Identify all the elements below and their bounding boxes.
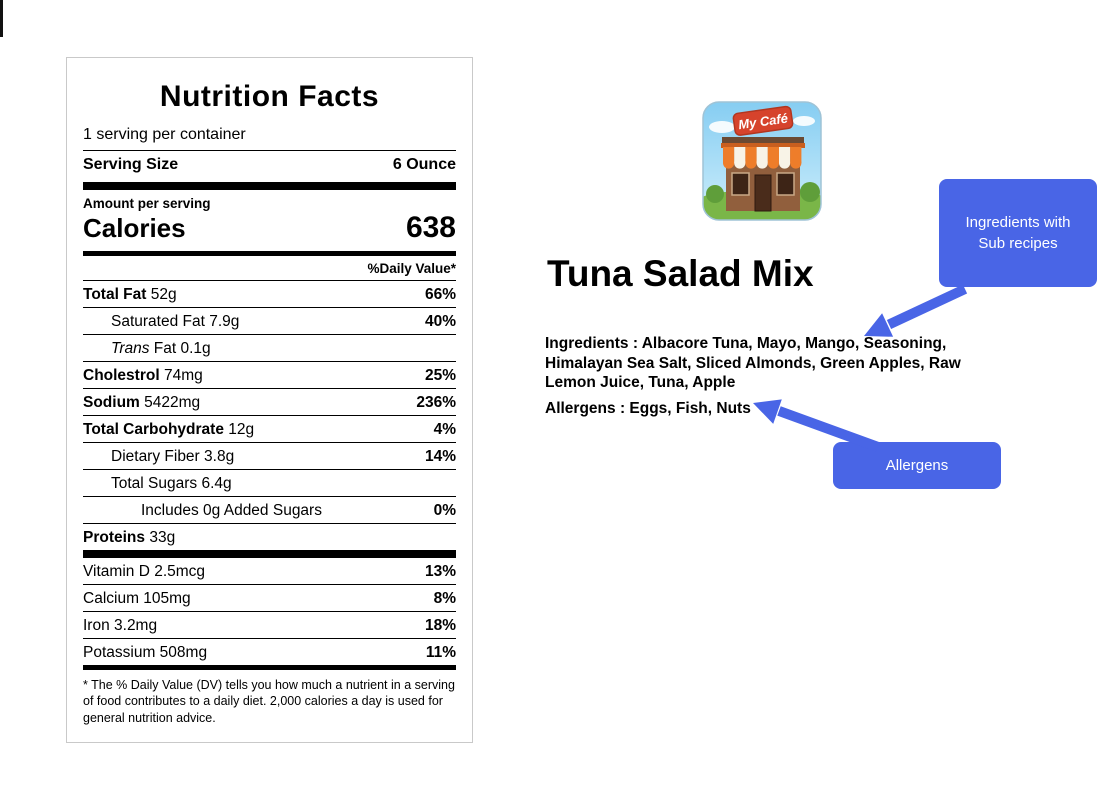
footnote: * The % Daily Value (DV) tells you how m… <box>83 665 456 726</box>
nutrient-row: Iron 3.2mg 18% <box>83 611 456 638</box>
bush-icon <box>800 182 820 202</box>
nutrient-name: Calcium 105mg <box>83 589 191 607</box>
nutrient-name: Saturated Fat 7.9g <box>111 312 240 330</box>
nutrient-name: Cholestrol 74mg <box>83 366 203 384</box>
nutrient-name: Includes 0g Added Sugars <box>141 501 322 519</box>
nutrient-row: Trans Fat 0.1g <box>83 334 456 361</box>
serving-size-label: Serving Size <box>83 156 179 173</box>
nutrient-name: Total Fat 52g <box>83 285 177 303</box>
nutrient-name: Proteins 33g <box>83 528 176 546</box>
nutrient-row: Proteins 33g <box>83 523 456 550</box>
cloud-icon <box>709 121 735 133</box>
nutrient-row: Total Sugars 6.4g <box>83 469 456 496</box>
nutrient-name: Vitamin D 2.5mcg <box>83 562 206 580</box>
nutrition-facts-title: Nutrition Facts <box>159 80 380 113</box>
ingredients-text: Ingredients : Albacore Tuna, Mayo, Mango… <box>545 335 961 391</box>
nutrient-daily-value: 14% <box>424 447 456 465</box>
nutrient-daily-value: 11% <box>425 643 456 661</box>
callout-ingredients-with-sub-recipes: Ingredients with Sub recipes <box>939 179 1097 287</box>
nutrient-daily-value: 40% <box>424 312 456 330</box>
nutrient-rows-vitamins: Vitamin D 2.5mcg 13% Calcium 105mg 8% Iron 3… <box>83 550 456 665</box>
nutrient-daily-value: 13% <box>424 562 456 580</box>
nutrient-name: Iron 3.2mg <box>83 616 158 634</box>
nutrient-row: Cholestrol 74mg 25% <box>83 361 456 388</box>
nutrient-row: Calcium 105mg 8% <box>83 584 456 611</box>
cafe-window <box>776 172 795 196</box>
nutrient-row: Potassium 508mg 11% <box>83 638 456 665</box>
cafe-window <box>731 172 750 196</box>
nutrient-row: Total Fat 52g 66% <box>83 280 456 307</box>
bush-icon <box>706 185 724 203</box>
calories-row: Calories 638 <box>83 211 456 256</box>
nutrient-daily-value: 0% <box>433 501 456 519</box>
nutrient-name: Sodium 5422mg <box>83 393 201 411</box>
nutrition-facts-label: Nutrition Facts 1 serving per container … <box>66 57 473 743</box>
nutrient-daily-value: 236% <box>416 393 456 411</box>
amount-per-serving-label: Amount per serving <box>83 196 211 211</box>
page-edge-mark <box>0 0 3 37</box>
cloud-icon <box>793 116 815 126</box>
nutrient-name: Potassium 508mg <box>83 643 208 661</box>
calories-value: 638 <box>405 211 456 244</box>
nutrient-row: Vitamin D 2.5mcg 13% <box>83 558 456 584</box>
nutrient-row: Saturated Fat 7.9g 40% <box>83 307 456 334</box>
nutrient-name: Trans Fat 0.1g <box>111 339 211 357</box>
cafe-roof <box>722 137 804 147</box>
mycafe-banner: My Café <box>732 105 794 136</box>
nutrient-row: Dietary Fiber 3.8g 14% <box>83 442 456 469</box>
servings-per-container: 1 serving per container <box>83 126 246 143</box>
nutrient-daily-value: 66% <box>424 285 456 303</box>
callout-allergens: Allergens <box>833 442 1001 489</box>
cafe-door <box>754 174 772 212</box>
mycafe-logo-art: My Café <box>702 101 822 221</box>
mycafe-banner-text: My Café <box>737 110 788 132</box>
nutrient-name: Total Carbohydrate 12g <box>83 420 255 438</box>
awning <box>721 143 805 169</box>
divider-thick <box>83 182 456 190</box>
product-title: Tuna Salad Mix <box>547 253 814 294</box>
serving-size-value: 6 Ounce <box>392 156 456 173</box>
nutrient-row: Total Carbohydrate 12g 4% <box>83 415 456 442</box>
ingredients-arrow <box>864 284 968 337</box>
nutrient-name: Dietary Fiber 3.8g <box>111 447 235 465</box>
nutrient-daily-value: 25% <box>424 366 456 384</box>
nutrient-daily-value: 4% <box>433 420 456 438</box>
nutrient-row: Sodium 5422mg 236% <box>83 388 456 415</box>
allergens-arrow <box>753 399 880 452</box>
allergens-text: Allergens : Eggs, Fish, Nuts <box>545 400 751 417</box>
nutrient-rows-main: Total Fat 52g 66% Saturated Fat 7.9g 40% Tra… <box>83 280 456 550</box>
daily-value-header: %Daily Value* <box>367 261 456 276</box>
nutrient-daily-value: 18% <box>424 616 456 634</box>
calories-label: Calories <box>83 213 186 243</box>
serving-size-row: Serving Size 6 Ounce <box>83 150 456 182</box>
nutrient-row: Includes 0g Added Sugars 0% <box>83 496 456 523</box>
nutrient-daily-value: 8% <box>433 589 456 607</box>
mycafe-logo: My Café <box>702 99 822 223</box>
nutrient-name: Total Sugars 6.4g <box>111 474 232 492</box>
